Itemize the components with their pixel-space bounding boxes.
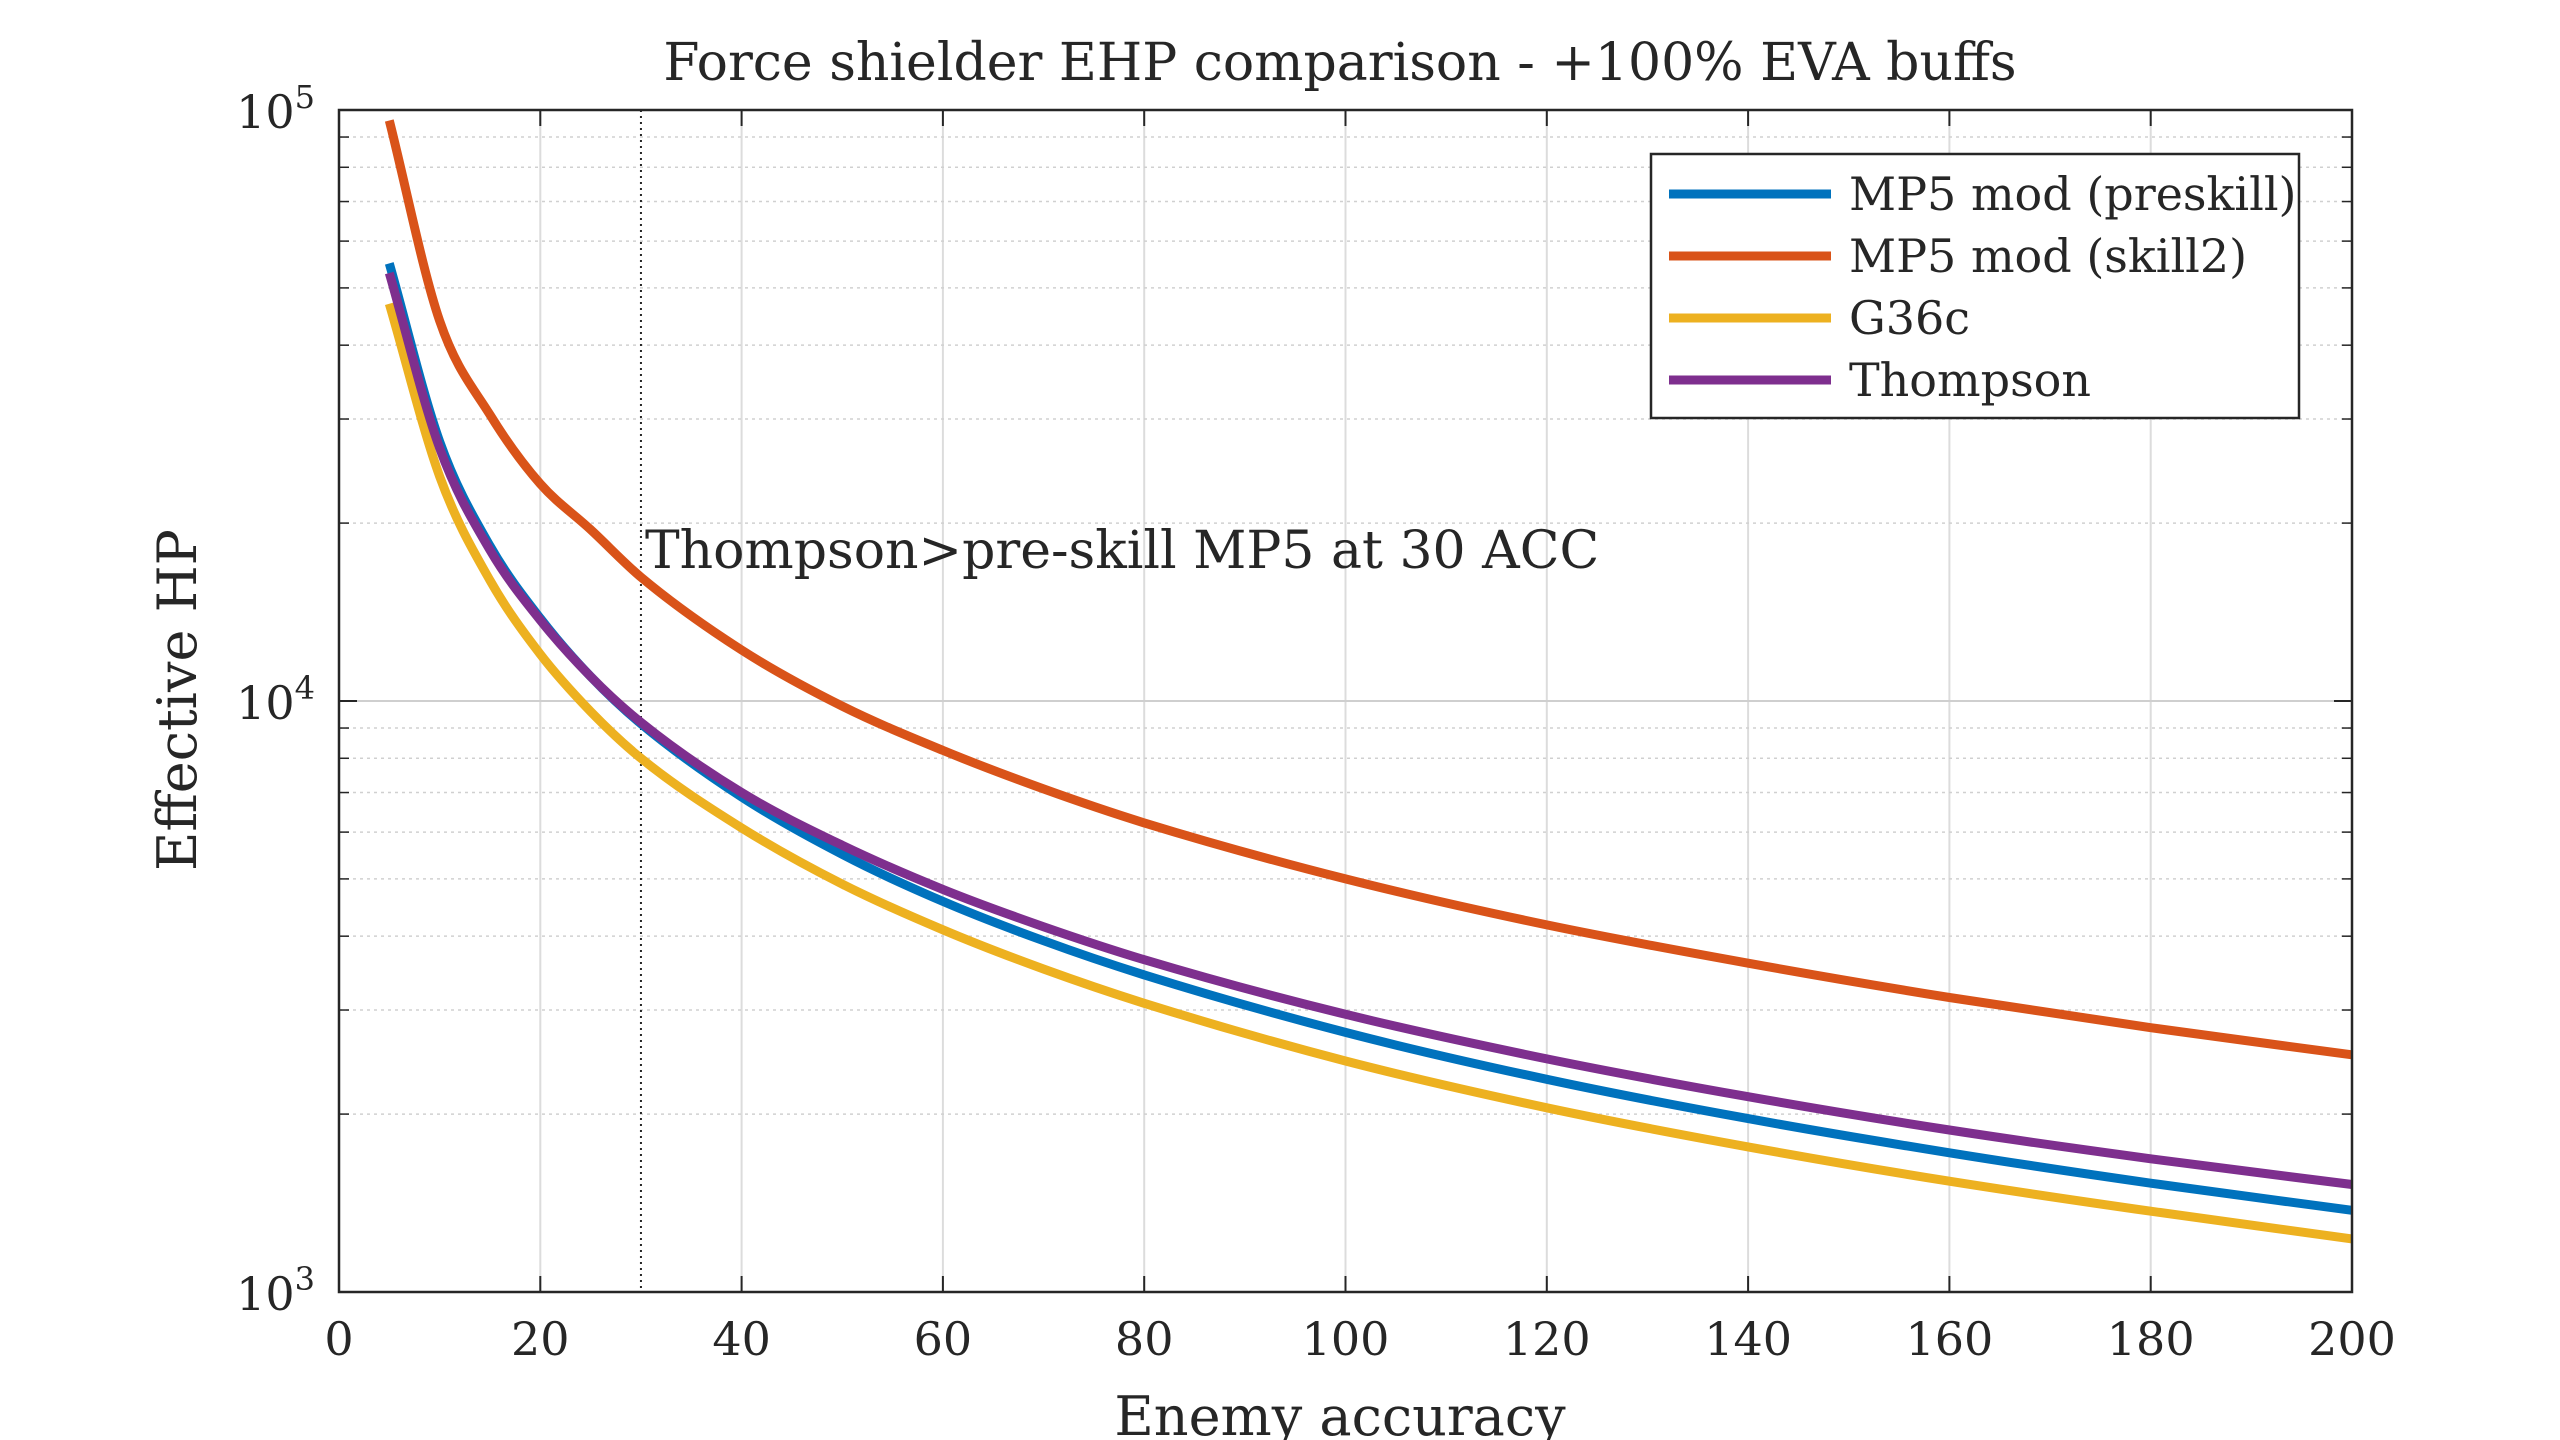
x-tick-labels: 0 20 40 60 80 100 120 140 160 180 200 xyxy=(324,1312,2396,1366)
x-tick-label: 100 xyxy=(1302,1312,1390,1366)
x-tick-label: 0 xyxy=(324,1312,353,1366)
chart-title: Force shielder EHP comparison - +100% EV… xyxy=(663,33,2016,93)
x-tick-label: 40 xyxy=(712,1312,771,1366)
x-tick-label: 60 xyxy=(914,1312,973,1366)
x-tick-label: 200 xyxy=(2308,1312,2396,1366)
legend-label-2: MP5 mod (skill2) xyxy=(1849,229,2247,283)
x-tick-label: 120 xyxy=(1503,1312,1591,1366)
axis-ticks xyxy=(338,109,2353,1293)
legend-label-3: G36c xyxy=(1849,291,1970,345)
annotation: Thompson>pre-skill MP5 at 30 ACC xyxy=(639,110,1599,1292)
y-axis-title: Effective HP xyxy=(146,529,209,871)
y-tick-label: 104 xyxy=(236,669,315,730)
x-tick-label: 80 xyxy=(1115,1312,1174,1366)
legend-label-4: Thompson xyxy=(1849,353,2091,407)
y-tick-label: 105 xyxy=(236,78,315,139)
x-tick-label: 140 xyxy=(1704,1312,1792,1366)
series-line-4 xyxy=(384,271,2353,1189)
series-line-3 xyxy=(384,302,2353,1244)
y-tick-labels: 103 104 105 xyxy=(236,78,315,1321)
series-line-2 xyxy=(384,119,2353,1060)
annotation-text: Thompson>pre-skill MP5 at 30 ACC xyxy=(645,521,1599,581)
legend: MP5 mod (preskill) MP5 mod (skill2) G36c Th… xyxy=(1649,152,2301,420)
x-tick-label: 20 xyxy=(511,1312,570,1366)
y-tick-label: 103 xyxy=(236,1260,315,1321)
legend-label-1: MP5 mod (preskill) xyxy=(1849,167,2297,221)
series-group xyxy=(384,119,2353,1244)
x-axis-title: Enemy accuracy xyxy=(1114,1385,1566,1440)
x-tick-label: 160 xyxy=(1905,1312,1993,1366)
x-tick-label: 180 xyxy=(2107,1312,2195,1366)
